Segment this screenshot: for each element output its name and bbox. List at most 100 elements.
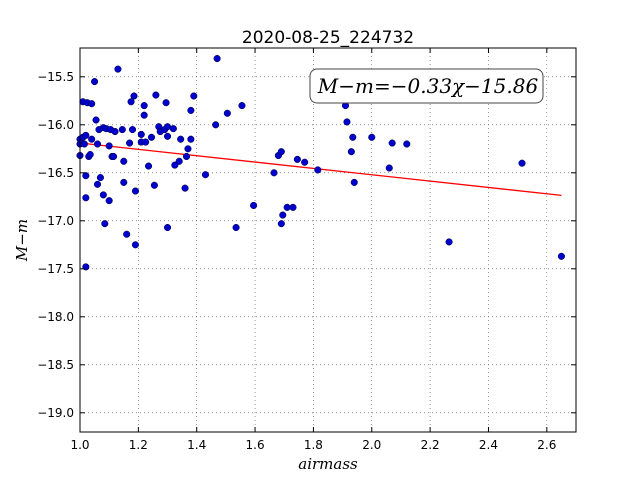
- chart-title: 2020-08-25_224732: [242, 28, 414, 48]
- data-point: [347, 148, 355, 156]
- data-point: [140, 111, 148, 119]
- data-point: [99, 191, 107, 199]
- x-tick-label: 1.0: [70, 438, 89, 452]
- data-point: [557, 252, 565, 260]
- data-point: [518, 159, 526, 167]
- data-point: [238, 102, 246, 110]
- data-point: [445, 238, 453, 246]
- data-point: [92, 116, 100, 124]
- data-point: [114, 65, 122, 73]
- data-point: [88, 135, 96, 143]
- x-tick-label: 1.8: [304, 438, 323, 452]
- grid-lines: [79, 48, 576, 432]
- fit-equation-text: M−m=−0.33χ−15.86: [317, 74, 539, 98]
- data-point: [349, 133, 357, 141]
- data-point: [232, 223, 240, 232]
- data-point: [175, 157, 183, 165]
- x-tick-label: 1.6: [246, 438, 265, 452]
- y-tick-label: −18.5: [37, 358, 74, 372]
- data-point: [105, 142, 113, 150]
- data-point: [123, 230, 131, 238]
- data-point: [190, 92, 198, 100]
- data-point: [250, 201, 258, 209]
- data-point: [91, 78, 99, 86]
- data-point: [301, 158, 309, 166]
- data-point: [130, 92, 138, 100]
- data-point: [105, 197, 113, 205]
- y-axis-label: M−m: [13, 219, 31, 262]
- y-tick-label: −15.5: [37, 70, 74, 84]
- data-point: [385, 164, 393, 172]
- data-point: [118, 126, 126, 134]
- data-point: [403, 140, 411, 148]
- data-point: [82, 194, 90, 202]
- data-point: [270, 169, 278, 177]
- data-point: [182, 152, 191, 161]
- data-point: [201, 171, 210, 179]
- data-point: [187, 106, 195, 114]
- data-point: [212, 121, 220, 129]
- data-point: [88, 100, 96, 108]
- data-point: [137, 130, 145, 138]
- data-point: [163, 132, 172, 140]
- data-point: [368, 133, 376, 141]
- y-tick-label: −18.0: [37, 310, 74, 324]
- y-tick-label: −16.0: [37, 118, 74, 132]
- data-point: [145, 162, 153, 170]
- data-point: [181, 184, 189, 192]
- data-point: [277, 148, 285, 156]
- data-point: [82, 131, 90, 139]
- data-point: [128, 126, 137, 134]
- data-point: [126, 139, 134, 147]
- data-point: [223, 109, 231, 117]
- data-point: [162, 99, 170, 107]
- data-point: [152, 91, 160, 99]
- x-tick-label: 2.0: [362, 438, 381, 452]
- data-point: [93, 140, 102, 148]
- data-point: [127, 98, 135, 106]
- axis-ticks: [79, 48, 576, 432]
- x-tick-label: 2.6: [537, 438, 556, 452]
- y-tick-label: −17.5: [37, 262, 74, 276]
- x-tick-label: 2.4: [479, 438, 498, 452]
- x-axis-label: airmass: [298, 455, 358, 473]
- data-point: [140, 102, 148, 110]
- data-point: [169, 125, 177, 133]
- data-point: [279, 211, 287, 219]
- x-tick-label: 1.4: [187, 438, 206, 452]
- x-tick-label: 1.2: [129, 438, 148, 452]
- data-point: [120, 178, 128, 186]
- data-point: [86, 151, 94, 159]
- data-point: [293, 155, 301, 163]
- data-point: [82, 172, 90, 180]
- y-tick-label: −16.5: [37, 166, 74, 180]
- data-point: [187, 135, 195, 143]
- data-point: [80, 140, 88, 148]
- fit-equation-box: M−m=−0.33χ−15.86: [309, 68, 544, 104]
- data-point: [131, 241, 139, 249]
- data-point: [184, 145, 192, 153]
- data-points: [76, 55, 565, 271]
- data-point: [163, 223, 172, 232]
- y-tick-label: −17.0: [37, 214, 74, 228]
- data-point: [96, 174, 104, 182]
- data-point: [93, 180, 102, 188]
- x-tick-labels: 1.0 1.2 1.4 1.6 1.8 2.0 2.2 2.4 2.6: [70, 438, 556, 452]
- data-point: [147, 133, 156, 141]
- data-point: [111, 127, 119, 136]
- data-point: [289, 203, 297, 211]
- x-tick-label: 2.2: [421, 438, 440, 452]
- annotation-frame: [309, 68, 544, 104]
- data-point: [142, 138, 150, 146]
- data-point: [131, 187, 139, 195]
- data-point: [314, 166, 322, 174]
- data-point: [101, 220, 109, 228]
- y-tick-labels: −15.5 −16.0 −16.5 −17.0 −17.5 −18.0 −18.5 −19.0: [37, 70, 74, 420]
- data-point: [177, 135, 185, 143]
- data-point: [277, 220, 285, 228]
- data-point: [343, 118, 351, 126]
- data-point: [388, 139, 396, 147]
- data-point: [150, 181, 158, 189]
- data-point: [350, 178, 358, 186]
